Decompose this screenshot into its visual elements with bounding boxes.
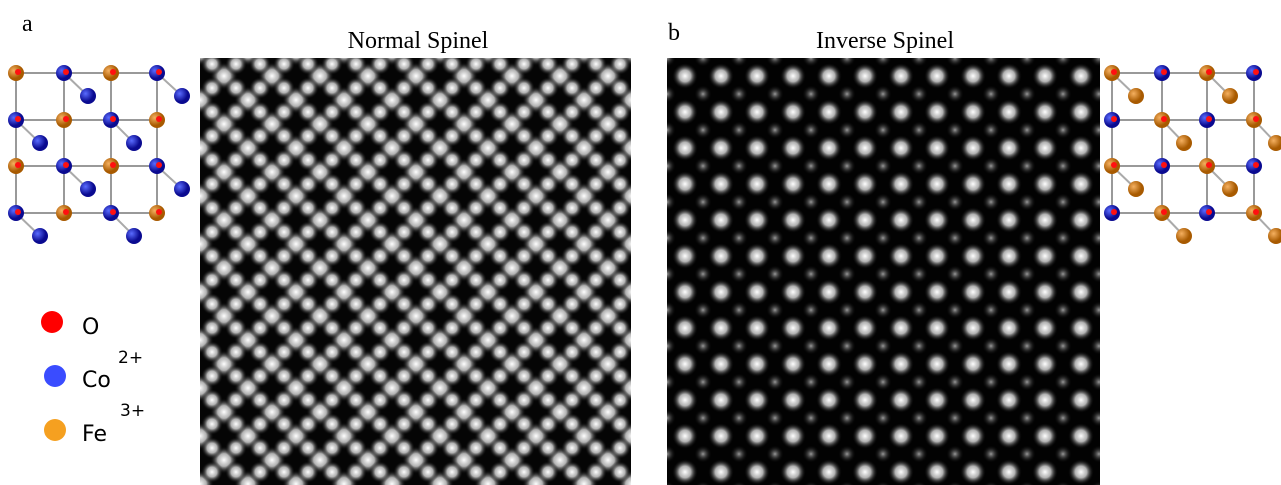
oxygen [1111, 209, 1117, 215]
panel-title: Normal Spinel [348, 28, 489, 54]
oxygen [1206, 162, 1212, 168]
oxygen [156, 209, 162, 215]
legend-label: O [82, 315, 99, 340]
atom [174, 181, 190, 197]
oxygen [63, 116, 69, 122]
oxygen [1206, 116, 1212, 122]
oxygen [1253, 162, 1259, 168]
atom [126, 228, 142, 244]
oxygen [156, 116, 162, 122]
crystal-structure [8, 65, 190, 244]
oxygen [156, 69, 162, 75]
atom [126, 135, 142, 151]
atom [32, 135, 48, 151]
oxygen [110, 209, 116, 215]
atom [1176, 228, 1192, 244]
legend-label: Fe [82, 422, 107, 447]
crystal-structure [1104, 65, 1281, 244]
oxygen [1161, 209, 1167, 215]
atom [1222, 181, 1238, 197]
atom [32, 228, 48, 244]
oxygen [63, 209, 69, 215]
atom [1128, 88, 1144, 104]
atom [1128, 181, 1144, 197]
atom [1176, 135, 1192, 151]
oxygen [1253, 116, 1259, 122]
oxygen [63, 69, 69, 75]
oxygen [1111, 116, 1117, 122]
figure: a Normal Spinel b Inverse Spinel O Co 2+… [0, 0, 1281, 485]
panel-label: a [22, 11, 33, 37]
atom [1222, 88, 1238, 104]
oxygen [1206, 209, 1212, 215]
legend-swatch [41, 311, 63, 333]
oxygen [15, 116, 21, 122]
oxygen [1253, 69, 1259, 75]
oxygen [1253, 209, 1259, 215]
oxygen [110, 69, 116, 75]
stem-image [667, 58, 1100, 485]
oxygen [110, 162, 116, 168]
oxygen [1161, 69, 1167, 75]
stem-image [200, 58, 631, 485]
legend-charge: 3+ [120, 401, 145, 421]
oxygen [1111, 69, 1117, 75]
panel-label: b [668, 20, 680, 46]
legend-swatch [44, 365, 66, 387]
oxygen [110, 116, 116, 122]
oxygen [15, 209, 21, 215]
oxygen [63, 162, 69, 168]
oxygen [15, 69, 21, 75]
oxygen [156, 162, 162, 168]
legend-label: Co [82, 368, 111, 393]
oxygen [1161, 116, 1167, 122]
atom [80, 181, 96, 197]
oxygen [15, 162, 21, 168]
atom [174, 88, 190, 104]
legend: O Co 2+ Fe 3+ [41, 311, 145, 447]
legend-charge: 2+ [118, 348, 143, 368]
oxygen [1111, 162, 1117, 168]
panel-title: Inverse Spinel [816, 28, 954, 54]
atom [80, 88, 96, 104]
legend-swatch [44, 419, 66, 441]
oxygen [1206, 69, 1212, 75]
oxygen [1161, 162, 1167, 168]
